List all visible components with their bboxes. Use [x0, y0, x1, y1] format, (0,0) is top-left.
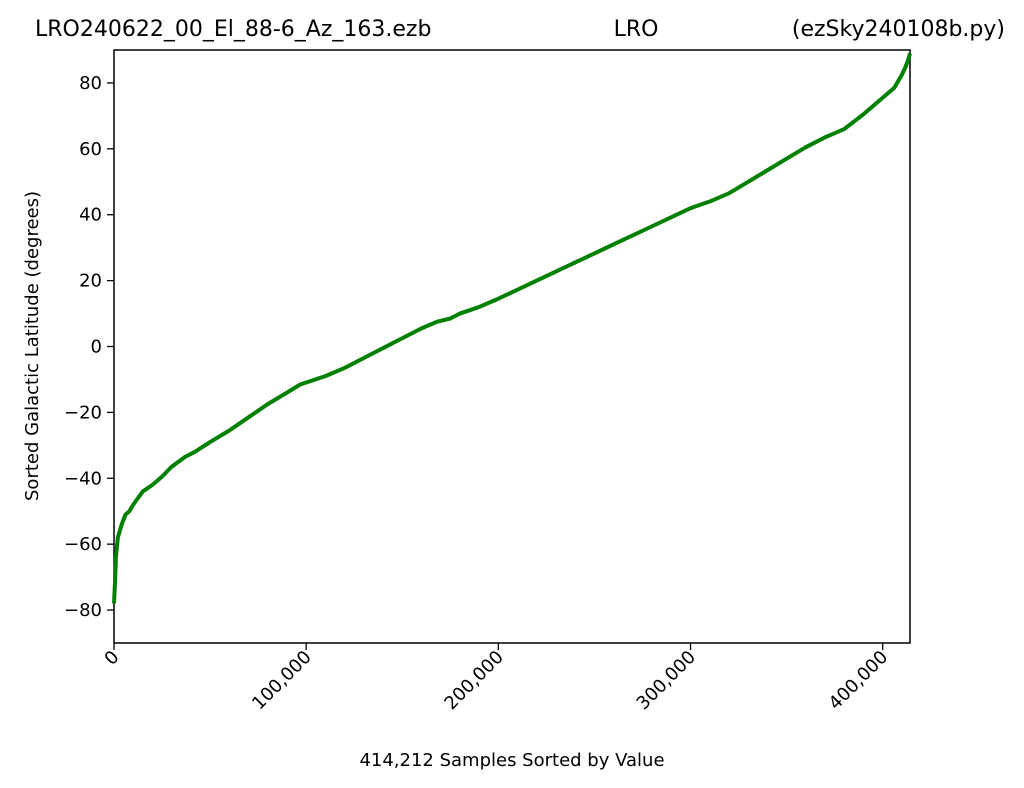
plot-area-frame	[113, 49, 911, 644]
y-tick-label: −20	[64, 402, 102, 423]
latitude-series-line	[112, 52, 912, 604]
series-layer	[112, 52, 912, 604]
y-tick-label: 40	[79, 205, 102, 226]
x-tick-label: 400,000	[825, 647, 892, 714]
y-tick-label: −40	[64, 468, 102, 489]
y-tick-label: 80	[79, 73, 102, 94]
x-tick-label: 200,000	[440, 647, 507, 714]
x-axis-label: 414,212 Samples Sorted by Value	[359, 750, 664, 771]
x-tick-label: 300,000	[633, 647, 700, 714]
x-tick-label: 100,000	[248, 647, 315, 714]
y-tick-label: 0	[91, 337, 102, 358]
x-axis: 0 100,000 200,000 300,000 400,000	[101, 643, 892, 714]
x-tick-label: 0	[101, 647, 124, 670]
y-tick-label: 60	[79, 139, 102, 160]
y-tick-label: −60	[64, 534, 102, 555]
chart-title-filename: LRO240622_00_El_88-6_Az_163.ezb	[35, 17, 431, 42]
chart-title-script: (ezSky240108b.py)	[792, 17, 1005, 42]
y-axis: −80 −60 −40 −20 0 20 40 60 80	[64, 73, 114, 621]
y-tick-label: −80	[64, 600, 102, 621]
chart-title-site: LRO	[614, 17, 659, 42]
y-tick-label: 20	[79, 271, 102, 292]
y-axis-label: Sorted Galactic Latitude (degrees)	[22, 191, 43, 501]
